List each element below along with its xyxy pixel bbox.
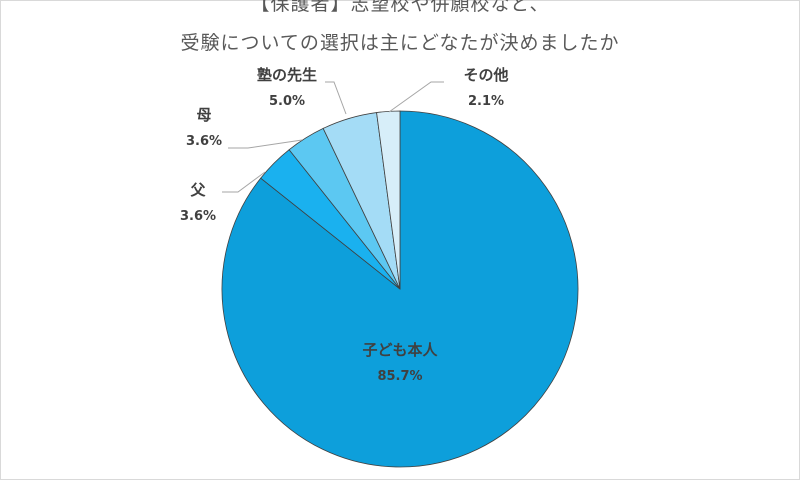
slice-label-value: 3.6% — [186, 134, 222, 149]
slice-label-value: 5.0% — [269, 94, 305, 109]
pie-slice — [376, 110, 401, 290]
chart-title-line-2: 受験についての選択は主にどなたが決めましたか — [180, 32, 620, 54]
leader-line — [222, 171, 266, 193]
slice-label-name: 子ども本人 — [362, 341, 438, 359]
leader-line — [228, 139, 303, 149]
chart-title-line-1: 【保護者】志望校や併願校など、 — [250, 0, 550, 15]
slice-label-value: 3.6% — [180, 209, 216, 224]
slice-label-value: 85.7% — [377, 369, 422, 384]
slice-label-name: 父 — [189, 181, 206, 199]
leader-lines — [222, 81, 444, 193]
leader-line — [325, 81, 347, 115]
slice-label-value: 2.1% — [468, 94, 504, 109]
leader-line — [388, 81, 444, 113]
slice-label-name: 母 — [196, 106, 211, 124]
pie-slices — [221, 110, 579, 468]
slice-label-name: 塾の先生 — [257, 66, 317, 84]
slice-label-name: その他 — [463, 66, 508, 84]
slice-labels: 子ども本人 85.7% 父 3.6% 母 3.6% 塾の先生 5.0% その他 2.1% — [180, 66, 509, 384]
